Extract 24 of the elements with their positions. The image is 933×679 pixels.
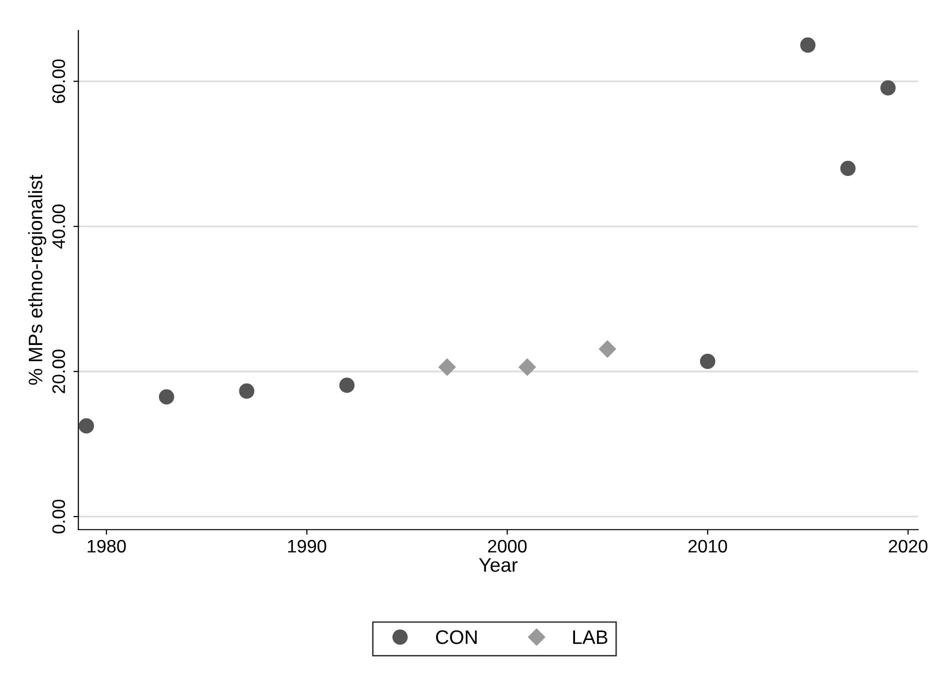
point bbox=[518, 358, 536, 376]
point bbox=[239, 383, 254, 399]
point bbox=[840, 160, 856, 176]
point bbox=[438, 358, 456, 376]
x-tick-label: 2000 bbox=[488, 540, 527, 553]
x-tick-label: 1980 bbox=[88, 540, 126, 553]
legend-label: LAB bbox=[573, 630, 608, 644]
y-tick-label: 20.00 bbox=[52, 350, 66, 394]
point bbox=[598, 340, 616, 358]
x-axis-title: Year bbox=[479, 558, 518, 572]
x-tick-label: 2020 bbox=[888, 540, 928, 553]
point bbox=[339, 378, 355, 393]
y-tick-label: 0.00 bbox=[52, 500, 66, 534]
x-tick-label: 2010 bbox=[688, 540, 728, 553]
x-tick-label: 1990 bbox=[288, 540, 326, 553]
y-tick-label: 40.00 bbox=[52, 204, 66, 249]
point bbox=[800, 37, 816, 53]
point bbox=[78, 418, 94, 434]
legend-label: CON bbox=[436, 630, 477, 644]
point bbox=[880, 80, 896, 96]
point bbox=[700, 354, 716, 369]
y-axis-title: % MPs ethno-regionalist bbox=[28, 174, 46, 385]
y-tick-label: 60.00 bbox=[52, 59, 66, 104]
point bbox=[158, 389, 174, 405]
